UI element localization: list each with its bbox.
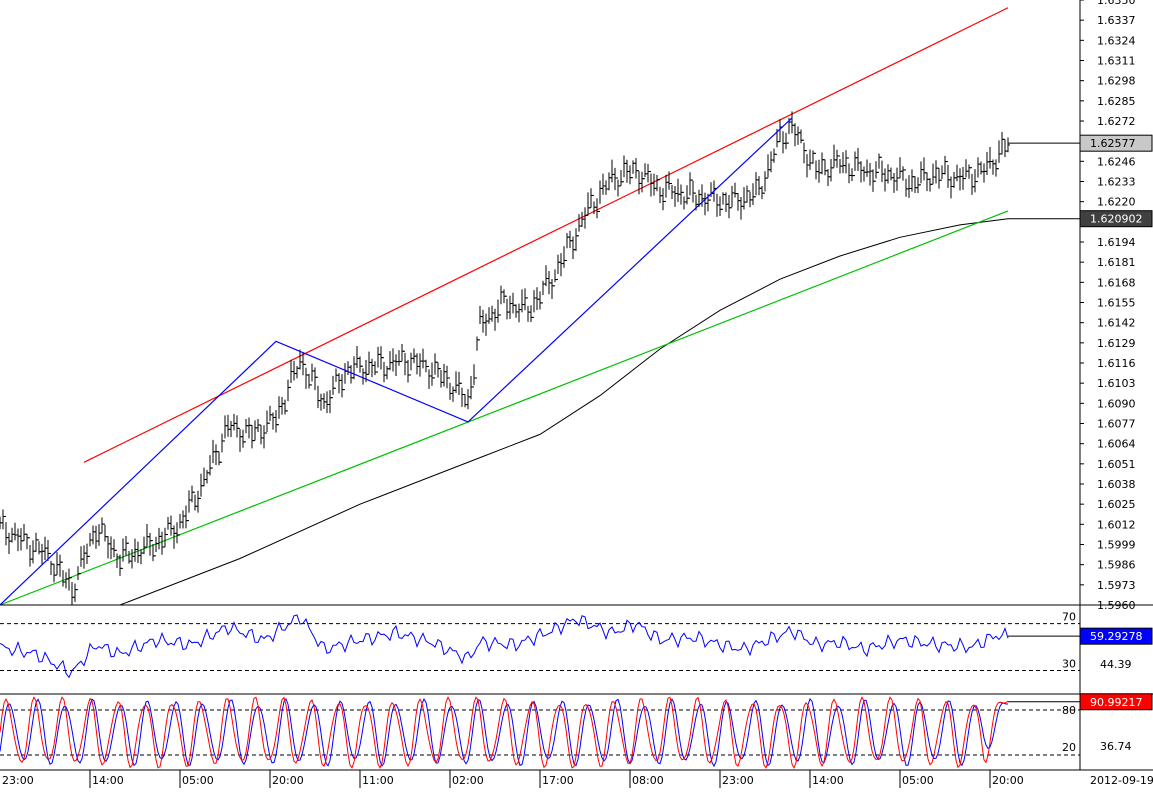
price-tick-label: 1.6298 xyxy=(1097,75,1136,88)
time-tick-label: 05:00 xyxy=(182,774,214,787)
price-tick-label: 1.6194 xyxy=(1097,236,1136,249)
price-axis: 1.6350 1.6337 1.6324 1.6311 1.6298 1.6285 1.62… xyxy=(1080,0,1136,612)
stoch-level-label: 80 xyxy=(1062,704,1076,717)
price-tick-label: 1.6038 xyxy=(1097,478,1136,491)
price-tick-label: 1.6233 xyxy=(1097,176,1136,189)
price-tick-label: 1.6116 xyxy=(1097,357,1136,370)
rsi-value-box xyxy=(1079,627,1153,645)
date-label: 2012-09-19 xyxy=(1090,774,1153,787)
price-tick-label: 1.6311 xyxy=(1097,55,1136,68)
time-tick-label: 23:00 xyxy=(2,774,34,787)
stoch-value-box xyxy=(1079,693,1153,711)
price-tick-label: 1.6155 xyxy=(1097,297,1136,310)
time-tick-label: 20:00 xyxy=(272,774,304,787)
price-tick-label: 1.6142 xyxy=(1097,317,1136,330)
stoch-k-line xyxy=(0,696,1009,769)
current-price-box xyxy=(1079,134,1153,152)
moving-average-value-text: 1.620902 xyxy=(1090,213,1143,226)
stoch-d-line xyxy=(0,697,1008,768)
zigzag-line xyxy=(0,117,793,606)
stoch-value-text: 90.99217 xyxy=(1090,696,1143,709)
price-tick-label: 1.5999 xyxy=(1097,539,1136,552)
price-tick-label: 1.6090 xyxy=(1097,397,1136,410)
rsi-line xyxy=(0,614,1009,679)
price-tick-label: 1.6337 xyxy=(1097,14,1136,27)
price-tick-label: 1.6103 xyxy=(1097,377,1136,390)
value-labels: 1.62577 1.620902 59.29278 90.99217 xyxy=(1008,134,1153,711)
stoch-scale-label: 36.74 xyxy=(1100,740,1132,753)
price-tick-label: 1.6012 xyxy=(1097,518,1136,531)
channel-layer xyxy=(0,7,1009,606)
price-tick-label: 1.6064 xyxy=(1097,438,1136,451)
time-tick-label: 17:00 xyxy=(542,774,574,787)
time-axis: 23:00 14:00 05:00 20:00 11:00 02:00 17:00 08:00… xyxy=(2,770,1153,788)
zigzag-layer xyxy=(0,117,793,606)
price-tick-label: 1.6324 xyxy=(1097,34,1136,47)
time-tick-label: 11:00 xyxy=(362,774,394,787)
time-tick-label: 05:00 xyxy=(902,774,934,787)
price-tick-label: 1.5986 xyxy=(1097,559,1136,572)
stochastic-panel: 80 20 36.74 xyxy=(0,696,1132,769)
stoch-level-label: 20 xyxy=(1062,741,1076,754)
time-tick-label: 23:00 xyxy=(722,774,754,787)
channel-lower-line xyxy=(0,210,1009,606)
price-tick-label: 1.6168 xyxy=(1097,276,1136,289)
time-tick-label: 08:00 xyxy=(632,774,664,787)
panel-frames xyxy=(0,0,1153,771)
price-tick-label: 1.6220 xyxy=(1097,196,1136,209)
price-tick-label: 1.6285 xyxy=(1097,95,1136,108)
price-tick-label: 1.6051 xyxy=(1097,458,1136,471)
time-tick-label: 14:00 xyxy=(812,774,844,787)
rsi-scale-label: 44.39 xyxy=(1100,658,1132,671)
moving-average-value-box xyxy=(1079,210,1153,228)
price-tick-label: 1.6025 xyxy=(1097,498,1136,511)
price-tick-label: 1.6272 xyxy=(1097,115,1136,128)
price-tick-label: 1.6181 xyxy=(1097,256,1136,269)
moving-average-layer xyxy=(119,218,1009,606)
channel-upper-line xyxy=(83,7,1009,463)
moving-average-line xyxy=(119,218,1009,606)
current-price-text: 1.62577 xyxy=(1090,137,1136,150)
price-tick-label: 1.5973 xyxy=(1097,579,1136,592)
price-tick-label: 1.6129 xyxy=(1097,337,1136,350)
time-tick-label: 14:00 xyxy=(92,774,124,787)
price-tick-label: 1.6077 xyxy=(1097,418,1136,431)
time-tick-label: 02:00 xyxy=(452,774,484,787)
price-bars-layer xyxy=(0,111,1010,605)
rsi-level-label: 70 xyxy=(1062,611,1076,624)
price-tick-label: 1.6246 xyxy=(1097,155,1136,168)
price-tick-label: 1.6350 xyxy=(1097,0,1136,7)
time-tick-label: 20:00 xyxy=(992,774,1024,787)
rsi-level-label: 30 xyxy=(1062,658,1076,671)
rsi-value-text: 59.29278 xyxy=(1090,630,1143,643)
